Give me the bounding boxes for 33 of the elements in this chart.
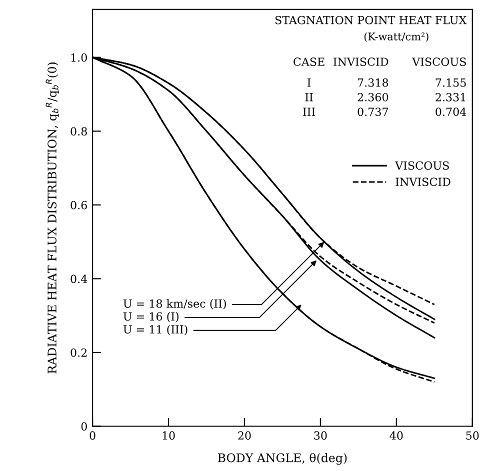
annotation: II [305,93,313,102]
x-tick-label: 50 [466,431,479,440]
legend-label: INVISCID [396,178,450,186]
y-tick-label: 0.4 [70,274,88,284]
x-tick-label: 20 [238,431,251,440]
y-tick-label: 0.2 [70,348,87,357]
annotation: I [307,78,311,87]
annotation: VISCOUS [412,58,466,66]
annotation: 2.331 [436,92,466,102]
annotation: 7.155 [436,78,466,87]
y-tick-label: 0.6 [70,200,87,210]
annotation: (K-watt/cm²) [364,32,428,42]
x-tick-label: 0 [90,431,96,440]
annotation: 7.318 [358,78,388,87]
y-axis-title: RADIATIVE HEAT FLUX DISTRIBUTION, q$_{b}$$^{R}$/q$_{b}$$^{R}$(0) [46,62,59,374]
annotation: III [303,108,316,116]
annotation: CASE [294,58,324,66]
y-tick-label: 0 [81,422,87,431]
y-tick-label: 1.0 [71,53,87,62]
x-tick-label: 40 [390,431,403,440]
annotation: 0.737 [358,108,388,116]
x-tick-label: 10 [162,431,175,440]
annotation: U = 18 km/sec (II) [123,299,226,310]
annotation: 2.360 [358,92,388,102]
y-tick-label: 0.8 [70,127,87,136]
x-axis-title: BODY ANGLE, θ(deg) [218,452,347,465]
annotation: U = 11 (III) [123,324,188,336]
annotation: U = 16 (I) [123,312,179,322]
x-tick-label: 30 [314,431,327,440]
legend-label: VISCOUS [394,161,449,170]
annotation: STAGNATION POINT HEAT FLUX [275,16,467,24]
annotation: INVISCID [334,58,388,66]
annotation: 0.704 [436,108,466,116]
